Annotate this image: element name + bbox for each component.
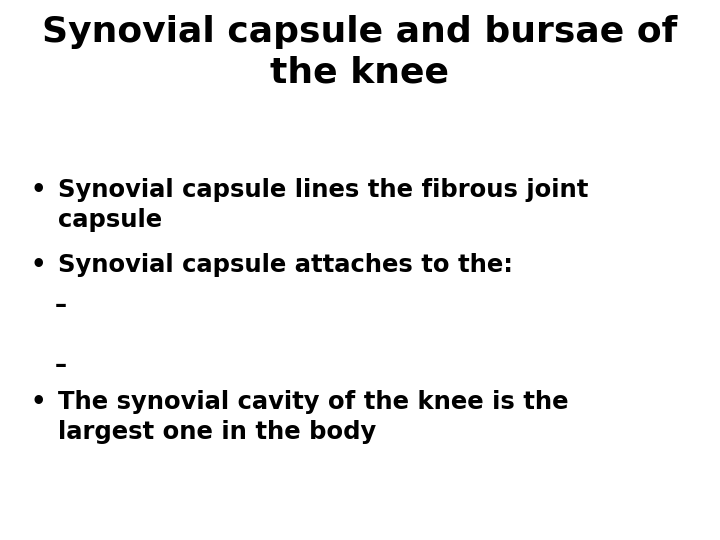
Text: Synovial capsule attaches to the:: Synovial capsule attaches to the: [58, 253, 513, 277]
Text: •: • [30, 390, 45, 414]
Text: –: – [55, 353, 67, 377]
Text: Synovial capsule lines the fibrous joint
capsule: Synovial capsule lines the fibrous joint… [58, 178, 588, 232]
Text: •: • [30, 253, 45, 277]
Text: –: – [55, 293, 67, 317]
Text: Synovial capsule and bursae of
the knee: Synovial capsule and bursae of the knee [42, 15, 678, 90]
Text: •: • [30, 178, 45, 202]
Text: The synovial cavity of the knee is the
largest one in the body: The synovial cavity of the knee is the l… [58, 390, 569, 444]
